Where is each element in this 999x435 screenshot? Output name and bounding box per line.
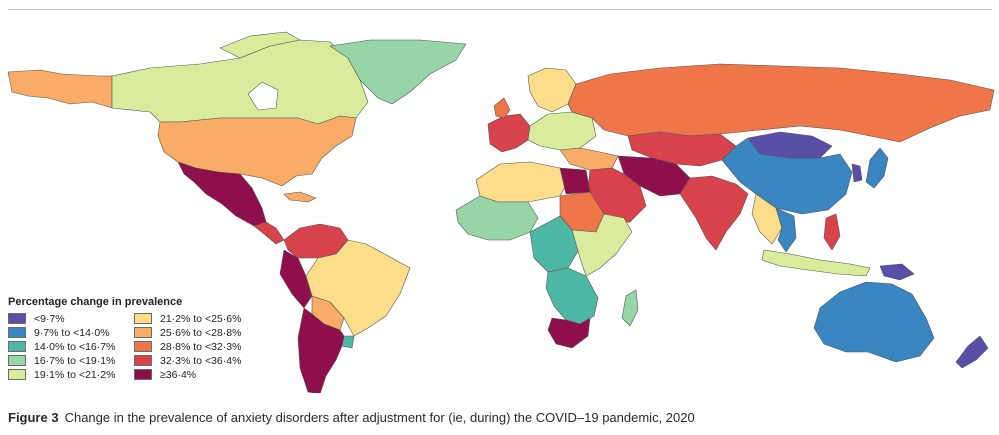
region-alaska xyxy=(7,69,113,109)
region-uk xyxy=(493,97,511,119)
map-svg xyxy=(7,31,995,393)
legend-item: <9·7% xyxy=(8,312,130,325)
legend-item: ≥36·4% xyxy=(134,368,284,381)
region-egypt xyxy=(559,167,591,195)
legend-swatch xyxy=(8,327,26,338)
legend-swatch xyxy=(8,341,26,352)
legend-item: 32·3% to <36·4% xyxy=(134,354,284,367)
legend-item: 9·7% to <14·0% xyxy=(8,326,130,339)
region-philippines xyxy=(823,213,841,251)
legend-item: 21·2% to <25·6% xyxy=(134,312,284,325)
region-central-africa xyxy=(529,215,581,273)
legend-item: 28·8% to <32·3% xyxy=(134,340,284,353)
region-indochina xyxy=(775,207,797,253)
region-hudson-bay xyxy=(247,81,279,111)
legend-item: 19·1% to <21·2% xyxy=(8,368,130,381)
figure-caption: Figure 3 Change in the prevalence of anxi… xyxy=(8,410,992,425)
top-rule xyxy=(8,9,992,10)
legend-title: Percentage change in prevalence xyxy=(8,296,183,308)
region-west-africa xyxy=(455,195,539,241)
legend-item: 14·0% to <16·7% xyxy=(8,340,130,353)
region-north-africa xyxy=(475,161,571,203)
legend-label: ≥36·4% xyxy=(160,368,197,381)
region-korea xyxy=(851,163,863,183)
legend-label: 16·7% to <19·1% xyxy=(34,354,116,367)
region-indonesia xyxy=(761,249,871,277)
region-greenland xyxy=(329,39,467,105)
region-png xyxy=(879,263,915,281)
region-new-zealand xyxy=(955,335,989,369)
legend-swatch xyxy=(134,369,152,380)
region-australia xyxy=(813,281,935,363)
legend-label: 21·2% to <25·6% xyxy=(160,312,242,325)
legend-swatch xyxy=(134,313,152,324)
region-southern-cone xyxy=(297,307,345,393)
region-eastern-europe xyxy=(527,111,597,151)
region-peru xyxy=(279,249,313,309)
legend-label: <9·7% xyxy=(34,312,65,325)
region-japan xyxy=(865,147,889,189)
region-madagascar xyxy=(621,289,639,327)
legend-label: 14·0% to <16·7% xyxy=(34,340,116,353)
region-central-america xyxy=(253,221,285,245)
legend-label: 9·7% to <14·0% xyxy=(34,326,110,339)
region-russia xyxy=(567,63,995,143)
region-south-africa xyxy=(547,317,591,349)
region-western-europe xyxy=(487,113,531,153)
region-turkey xyxy=(559,147,619,171)
legend-swatch xyxy=(8,313,26,324)
legend-grid: <9·7% 21·2% to <25·6% 9·7% to <14·0% 25·… xyxy=(8,312,288,381)
world-choropleth-map xyxy=(0,18,999,393)
map-legend: Percentage change in prevalence <9·7% 21… xyxy=(8,296,288,381)
legend-item: 16·7% to <19·1% xyxy=(8,354,130,367)
figure-caption-text: Change in the prevalence of anxiety diso… xyxy=(64,410,695,425)
legend-label: 32·3% to <36·4% xyxy=(160,354,242,367)
legend-item: 25·6% to <28·8% xyxy=(134,326,284,339)
region-southern-africa xyxy=(545,267,599,325)
legend-swatch xyxy=(8,355,26,366)
legend-swatch xyxy=(134,327,152,338)
legend-swatch xyxy=(134,341,152,352)
region-india xyxy=(679,175,749,251)
figure-label: Figure 3 xyxy=(8,410,59,425)
legend-swatch xyxy=(134,355,152,366)
legend-label: 28·8% to <32·3% xyxy=(160,340,242,353)
region-east-africa xyxy=(571,213,633,277)
region-arctic-islands xyxy=(219,31,301,59)
legend-label: 19·1% to <21·2% xyxy=(34,368,116,381)
region-caribbean xyxy=(283,191,317,203)
legend-swatch xyxy=(8,369,26,380)
legend-label: 25·6% to <28·8% xyxy=(160,326,242,339)
